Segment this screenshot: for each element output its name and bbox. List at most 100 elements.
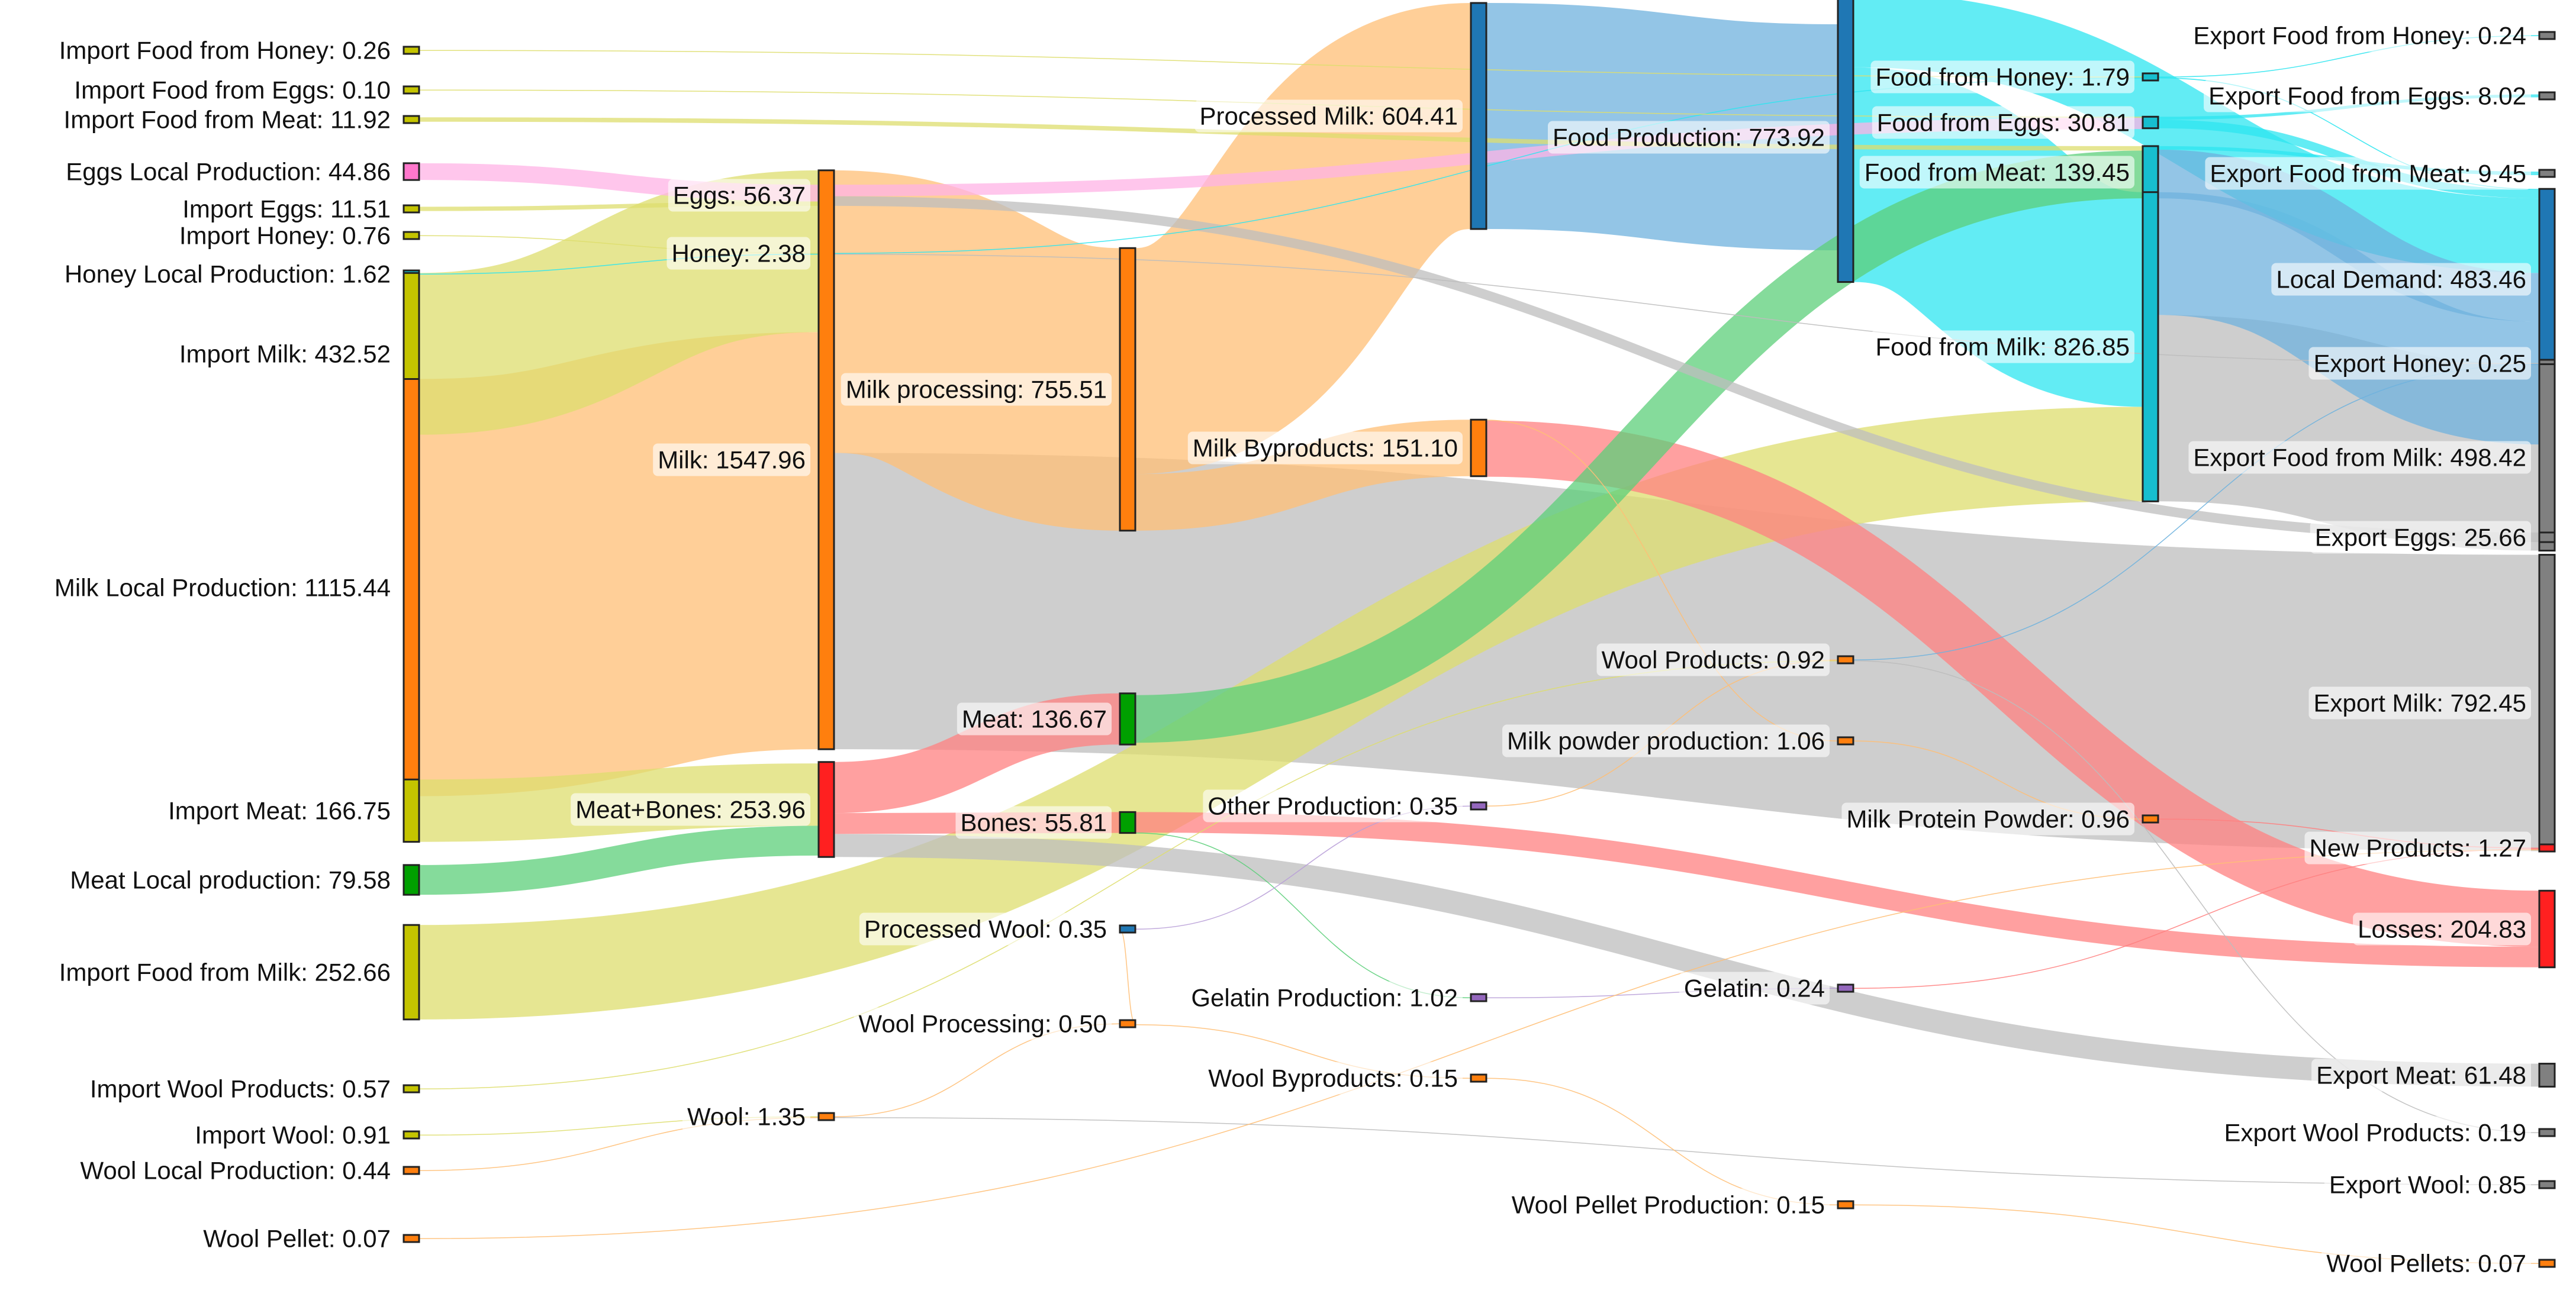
sankey-label-text-milk_local: Milk Local Production: 1115.44 xyxy=(54,574,391,602)
sankey-node-exp_milk xyxy=(2538,554,2556,852)
sankey-label-bg-exp_honey xyxy=(2308,347,2531,380)
sankey-label-text-wool: Wool: 1.35 xyxy=(687,1103,806,1131)
sankey-node-processed_milk xyxy=(1470,2,1487,230)
sankey-label-bg-food_honey xyxy=(1870,60,2134,93)
sankey-link-bones-to-losses xyxy=(1135,812,2540,967)
sankey-link-eggs-to-exp_eggs xyxy=(833,196,2540,543)
sankey-node-label-gelatin: Gelatin: 0.24 xyxy=(1679,972,1830,1005)
sankey-node-meat_bones xyxy=(817,761,835,858)
sankey-node-exp_food_meat xyxy=(2538,169,2556,178)
sankey-node-label-wool: Wool: 1.35 xyxy=(682,1100,810,1133)
sankey-node-exp_eggs xyxy=(2538,531,2556,543)
sankey-node-label-milk: Milk: 1547.96 xyxy=(653,443,810,476)
sankey-node-label-milk_processing: Milk processing: 755.51 xyxy=(841,373,1112,406)
sankey-label-bg-exp_food_eggs xyxy=(2204,79,2531,112)
sankey-node-label-new_products: New Products: 1.27 xyxy=(2304,831,2531,865)
sankey-node-imp_wool xyxy=(402,1130,420,1140)
sankey-node-eggs_local xyxy=(402,162,420,181)
sankey-label-text-milk_processing: Milk processing: 755.51 xyxy=(846,376,1107,404)
sankey-node-label-processed_milk: Processed Milk: 604.41 xyxy=(1194,99,1463,133)
sankey-node-label-imp_milk: Import Milk: 432.52 xyxy=(179,340,391,368)
sankey-link-wool_pellet-to-new_products xyxy=(418,849,2540,1239)
sankey-label-bg-exp_milk xyxy=(2308,686,2531,720)
sankey-node-exp_food_milk xyxy=(2538,363,2556,552)
sankey-link-imp_food_honey-to-food_honey xyxy=(418,50,2143,78)
sankey-node-exp_meat xyxy=(2538,1063,2556,1088)
sankey-node-gelatin_production xyxy=(1470,993,1487,1002)
sankey-label-bg-wool_byproducts xyxy=(1203,1062,1463,1095)
sankey-link-milk_byproducts-to-milk_powder_production xyxy=(1486,420,1838,741)
sankey-label-bg-exp_wool xyxy=(2324,1168,2531,1201)
sankey-label-text-wool_pellet_production: Wool Pellet Production: 0.15 xyxy=(1512,1191,1825,1219)
sankey-node-label-imp_food_meat: Import Food from Meat: 11.92 xyxy=(64,106,391,134)
sankey-node-milk_byproducts xyxy=(1470,418,1487,478)
sankey-node-food_meat xyxy=(2142,145,2159,199)
sankey-node-food_milk xyxy=(2142,191,2159,502)
sankey-node-label-honey: Honey: 2.38 xyxy=(666,237,810,270)
sankey-node-label-exp_honey: Export Honey: 0.25 xyxy=(2308,347,2531,380)
sankey-node-label-imp_food_eggs: Import Food from Eggs: 0.10 xyxy=(74,76,391,104)
sankey-node-other_production xyxy=(1470,801,1487,811)
sankey-node-new_products xyxy=(2538,843,2556,853)
sankey-node-label-exp_food_meat: Export Food from Meat: 9.45 xyxy=(2205,157,2531,190)
sankey-label-text-wool_pellet: Wool Pellet: 0.07 xyxy=(203,1225,391,1253)
sankey-label-bg-wool_products xyxy=(1596,643,1830,676)
sankey-label-bg-exp_food_meat xyxy=(2205,157,2531,190)
sankey-node-exp_food_eggs xyxy=(2538,91,2556,101)
sankey-label-bg-food_milk xyxy=(1870,330,2134,363)
sankey-label-bg-wool_pellets xyxy=(2321,1247,2531,1280)
sankey-node-label-imp_food_honey: Import Food from Honey: 0.26 xyxy=(59,37,391,64)
sankey-node-imp_food_milk xyxy=(402,924,420,1021)
sankey-link-imp_wool_products-to-wool_products xyxy=(418,660,1838,1089)
sankey-link-meat_bones-to-exp_meat xyxy=(833,834,2540,1087)
sankey-label-text-milk_byproducts: Milk Byproducts: 151.10 xyxy=(1193,434,1458,462)
sankey-node-wool_pellet_production xyxy=(1837,1200,1854,1209)
sankey-node-label-exp_food_eggs: Export Food from Eggs: 8.02 xyxy=(2204,79,2531,112)
sankey-node-label-eggs_local: Eggs Local Production: 44.86 xyxy=(66,158,391,186)
sankey-node-imp_food_honey xyxy=(402,46,420,55)
sankey-node-imp_food_eggs xyxy=(402,85,420,95)
sankey-node-label-imp_food_milk: Import Food from Milk: 252.66 xyxy=(59,959,391,986)
sankey-node-label-wool_processing: Wool Processing: 0.50 xyxy=(854,1007,1112,1040)
sankey-label-text-wool_processing: Wool Processing: 0.50 xyxy=(859,1010,1107,1038)
sankey-label-text-imp_wool: Import Wool: 0.91 xyxy=(195,1121,391,1149)
sankey-label-bg-wool xyxy=(682,1100,810,1133)
sankey-node-label-wool_byproducts: Wool Byproducts: 0.15 xyxy=(1203,1062,1463,1095)
sankey-node-label-food_production: Food Production: 773.92 xyxy=(1548,121,1830,154)
sankey-node-label-imp_eggs: Import Eggs: 11.51 xyxy=(182,195,391,223)
sankey-node-label-imp_wool: Import Wool: 0.91 xyxy=(195,1121,391,1149)
sankey-label-text-exp_food_milk: Export Food from Milk: 498.42 xyxy=(2193,444,2526,472)
sankey-node-wool_local xyxy=(402,1166,420,1175)
sankey-node-label-milk_byproducts: Milk Byproducts: 151.10 xyxy=(1187,431,1463,465)
sankey-link-meat_local-to-meat_bones xyxy=(418,825,819,895)
sankey-node-label-other_production: Other Production: 0.35 xyxy=(1203,789,1463,822)
sankey-node-processed_wool xyxy=(1119,924,1136,934)
sankey-node-food_production xyxy=(1837,0,1854,283)
sankey-label-bg-milk_powder_production xyxy=(1502,724,1830,757)
sankey-link-meat-to-food_meat xyxy=(1135,150,2143,743)
sankey-node-label-meat: Meat: 136.67 xyxy=(957,702,1112,736)
sankey-node-exp_food_honey xyxy=(2538,31,2556,40)
sankey-label-text-processed_wool: Processed Wool: 0.35 xyxy=(864,915,1107,943)
sankey-nodes xyxy=(402,0,2556,1268)
sankey-label-bg-local_demand xyxy=(2271,263,2531,296)
sankey-label-text-local_demand: Local Demand: 483.46 xyxy=(2276,266,2526,293)
sankey-label-text-milk: Milk: 1547.96 xyxy=(658,446,806,474)
sankey-label-text-imp_honey: Import Honey: 0.76 xyxy=(179,222,391,250)
sankey-node-label-local_demand: Local Demand: 483.46 xyxy=(2271,263,2531,296)
sankey-node-label-eggs: Eggs: 56.37 xyxy=(668,179,810,212)
sankey-label-bg-honey xyxy=(666,237,810,270)
sankey-label-text-gelatin: Gelatin: 0.24 xyxy=(1684,975,1825,1002)
sankey-label-text-exp_honey: Export Honey: 0.25 xyxy=(2313,350,2526,378)
sankey-label-text-food_eggs: Food from Eggs: 30.81 xyxy=(1877,109,2130,137)
sankey-label-bg-milk xyxy=(653,443,810,476)
sankey-label-text-bones: Bones: 55.81 xyxy=(960,809,1107,837)
sankey-label-text-exp_milk: Export Milk: 792.45 xyxy=(2313,689,2526,717)
sankey-node-label-food_honey: Food from Honey: 1.79 xyxy=(1870,60,2134,93)
sankey-node-label-exp_food_milk: Export Food from Milk: 498.42 xyxy=(2188,441,2531,474)
sankey-node-label-bones: Bones: 55.81 xyxy=(955,806,1112,839)
sankey-node-label-wool_pellet: Wool Pellet: 0.07 xyxy=(203,1225,391,1253)
sankey-label-text-imp_food_milk: Import Food from Milk: 252.66 xyxy=(59,959,391,986)
sankey-labels: Import Food from Honey: 0.26 Import Food … xyxy=(54,19,2531,1280)
